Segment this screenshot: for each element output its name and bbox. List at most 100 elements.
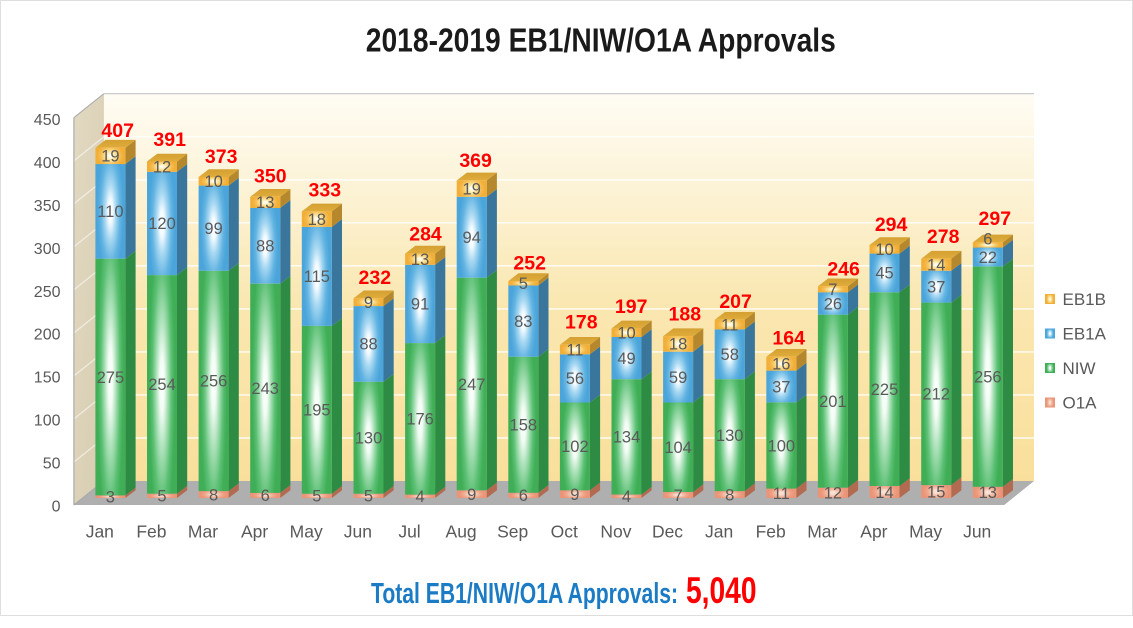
svg-text:88: 88 — [256, 238, 274, 256]
svg-text:Mar: Mar — [188, 522, 218, 542]
svg-text:278: 278 — [927, 226, 960, 248]
svg-text:94: 94 — [463, 229, 481, 247]
svg-text:350: 350 — [34, 198, 61, 215]
svg-text:6: 6 — [261, 487, 270, 505]
svg-text:150: 150 — [34, 370, 61, 387]
svg-text:Oct: Oct — [551, 522, 578, 542]
svg-text:45: 45 — [875, 265, 893, 283]
svg-text:110: 110 — [97, 203, 123, 221]
svg-text:164: 164 — [772, 328, 805, 350]
svg-text:100: 100 — [768, 437, 796, 455]
svg-text:37: 37 — [772, 378, 790, 396]
svg-text:Mar: Mar — [807, 522, 837, 542]
svg-text:5,040: 5,040 — [686, 569, 757, 611]
svg-text:49: 49 — [617, 350, 635, 368]
svg-text:158: 158 — [510, 417, 538, 435]
svg-text:56: 56 — [566, 370, 584, 388]
svg-text:Total EB1/NIW/O1A Approvals:: Total EB1/NIW/O1A Approvals: — [371, 578, 678, 610]
svg-text:201: 201 — [819, 393, 847, 411]
svg-text:130: 130 — [716, 427, 744, 445]
svg-text:11: 11 — [566, 341, 583, 359]
svg-text:333: 333 — [309, 179, 342, 201]
svg-text:0: 0 — [52, 498, 61, 515]
svg-text:7: 7 — [828, 281, 837, 299]
svg-text:450: 450 — [34, 112, 61, 129]
svg-text:102: 102 — [561, 438, 589, 456]
svg-text:4: 4 — [622, 488, 631, 506]
svg-text:9: 9 — [467, 486, 476, 504]
svg-text:O1A: O1A — [1063, 394, 1098, 413]
svg-text:369: 369 — [459, 150, 492, 172]
svg-text:26: 26 — [824, 295, 842, 313]
svg-text:Dec: Dec — [652, 522, 683, 542]
svg-text:350: 350 — [254, 166, 287, 188]
svg-text:Jun: Jun — [344, 522, 372, 542]
svg-text:May: May — [290, 522, 323, 542]
svg-text:176: 176 — [406, 411, 434, 429]
svg-text:284: 284 — [409, 224, 442, 246]
svg-text:207: 207 — [719, 291, 752, 313]
svg-text:37: 37 — [927, 279, 945, 297]
svg-text:EB1B: EB1B — [1063, 290, 1106, 309]
svg-text:188: 188 — [669, 304, 702, 326]
svg-text:2018-2019 EB1/NIW/O1A Approval: 2018-2019 EB1/NIW/O1A Approvals — [366, 22, 836, 59]
svg-text:6: 6 — [983, 230, 992, 248]
svg-text:8: 8 — [209, 486, 218, 504]
svg-text:Sep: Sep — [497, 522, 528, 542]
svg-text:212: 212 — [922, 386, 950, 404]
svg-text:10: 10 — [617, 325, 635, 343]
svg-text:246: 246 — [827, 259, 860, 281]
svg-text:300: 300 — [34, 241, 61, 258]
svg-text:Jan: Jan — [705, 522, 733, 542]
svg-text:120: 120 — [148, 215, 176, 233]
svg-text:15: 15 — [927, 483, 945, 501]
svg-text:Apr: Apr — [241, 522, 268, 542]
svg-text:391: 391 — [153, 129, 186, 151]
svg-text:12: 12 — [824, 485, 842, 503]
svg-text:178: 178 — [565, 312, 598, 334]
svg-text:275: 275 — [97, 369, 125, 387]
svg-text:252: 252 — [513, 252, 546, 274]
svg-text:NIW: NIW — [1063, 359, 1096, 378]
svg-text:22: 22 — [979, 249, 997, 267]
svg-text:11: 11 — [721, 316, 738, 334]
svg-text:373: 373 — [205, 146, 238, 168]
svg-text:5: 5 — [364, 488, 373, 506]
svg-text:11: 11 — [773, 485, 790, 503]
svg-text:83: 83 — [514, 313, 532, 331]
svg-text:Apr: Apr — [860, 522, 887, 542]
svg-text:Jun: Jun — [963, 522, 991, 542]
svg-text:Aug: Aug — [446, 522, 477, 542]
svg-text:4: 4 — [416, 488, 425, 506]
svg-text:14: 14 — [875, 484, 893, 502]
svg-text:7: 7 — [674, 487, 683, 505]
svg-text:250: 250 — [34, 284, 61, 301]
svg-text:Feb: Feb — [136, 522, 166, 542]
svg-text:256: 256 — [974, 368, 1002, 386]
svg-text:Feb: Feb — [756, 522, 786, 542]
svg-text:19: 19 — [463, 180, 481, 198]
svg-text:232: 232 — [359, 267, 392, 289]
svg-text:10: 10 — [204, 173, 222, 191]
svg-text:9: 9 — [364, 294, 373, 312]
svg-text:88: 88 — [359, 336, 377, 354]
svg-text:134: 134 — [613, 429, 641, 447]
svg-text:225: 225 — [871, 381, 899, 399]
svg-text:58: 58 — [721, 346, 739, 364]
svg-text:50: 50 — [43, 455, 61, 472]
svg-text:294: 294 — [875, 214, 908, 236]
svg-text:200: 200 — [34, 327, 61, 344]
svg-text:99: 99 — [204, 220, 222, 238]
svg-text:407: 407 — [101, 120, 134, 142]
svg-text:10: 10 — [875, 241, 893, 259]
svg-text:13: 13 — [411, 251, 429, 269]
svg-text:5: 5 — [157, 488, 166, 506]
svg-text:297: 297 — [979, 208, 1012, 230]
svg-text:13: 13 — [979, 484, 997, 502]
svg-text:130: 130 — [355, 430, 383, 448]
svg-text:400: 400 — [34, 155, 61, 172]
svg-text:18: 18 — [308, 211, 326, 229]
svg-text:247: 247 — [458, 376, 486, 394]
svg-text:195: 195 — [303, 402, 331, 420]
svg-text:100: 100 — [34, 413, 61, 430]
